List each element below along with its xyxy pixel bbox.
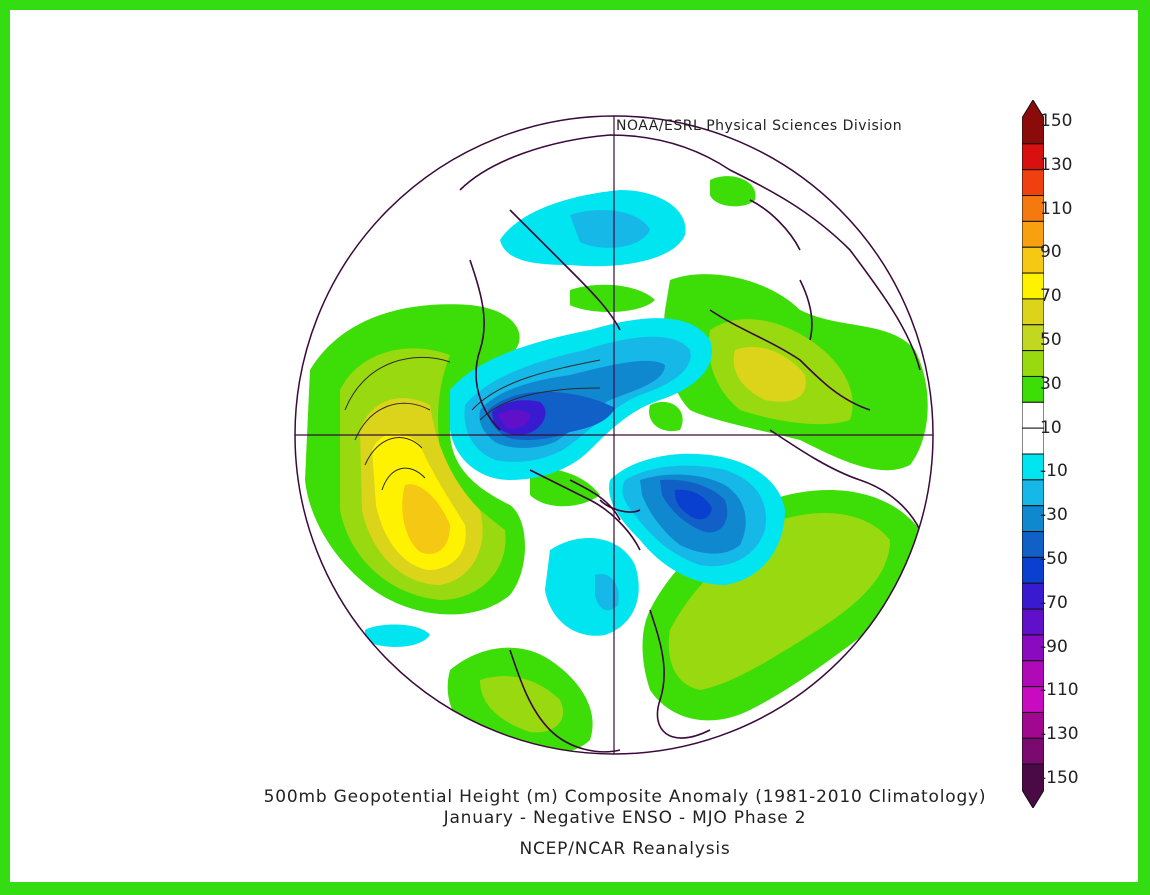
colorbar-tick-label: 130 bbox=[1040, 154, 1073, 175]
colorbar bbox=[1022, 100, 1044, 808]
colorbar-tick-label: -10 bbox=[1040, 461, 1068, 482]
colorbar-tick-label: 150 bbox=[1040, 111, 1073, 131]
colorbar-tick-label: -90 bbox=[1040, 636, 1068, 657]
negative-anomaly-north-america bbox=[450, 318, 712, 480]
colorbar-tick-label: 50 bbox=[1040, 330, 1062, 350]
colorbar-tick-label: 70 bbox=[1040, 286, 1062, 307]
credit-label: NOAA/ESRL Physical Sciences Division bbox=[616, 118, 903, 134]
plot-frame: NOAA/ESRL Physical Sciences Division 500… bbox=[10, 10, 1138, 882]
title-line-1: 500mb Geopotential Height (m) Composite … bbox=[263, 787, 987, 807]
colorbar-tick-label: 90 bbox=[1040, 242, 1062, 263]
colorbar-segment bbox=[1022, 350, 1044, 377]
colorbar-tick-label: -150 bbox=[1040, 768, 1079, 788]
title-line-3: NCEP/NCAR Reanalysis bbox=[519, 839, 731, 859]
colorbar-segment bbox=[1022, 608, 1044, 636]
colorbar-tick-label: 10 bbox=[1040, 417, 1062, 438]
colorbar-tick-label: -110 bbox=[1040, 680, 1079, 701]
colorbar-tick-label: 110 bbox=[1040, 198, 1073, 219]
coastlines bbox=[459, 134, 921, 753]
colorbar-segment bbox=[1022, 479, 1044, 507]
colorbar-tick-label: -70 bbox=[1040, 592, 1068, 613]
title-line-2: January - Negative ENSO - MJO Phase 2 bbox=[443, 808, 807, 828]
colorbar-segment bbox=[1022, 763, 1044, 808]
polar-map bbox=[294, 115, 934, 755]
colorbar-tick-label: 30 bbox=[1040, 373, 1062, 394]
colorbar-tick-label: -50 bbox=[1040, 549, 1068, 569]
colorbar-tick-label: -130 bbox=[1040, 724, 1079, 745]
negative-anomaly-atlantic bbox=[609, 453, 785, 585]
map-boundary bbox=[294, 115, 934, 755]
negative-anomaly-central bbox=[545, 538, 639, 636]
colorbar-tick-label: -30 bbox=[1040, 505, 1068, 526]
positive-anomaly-pacific bbox=[305, 304, 525, 615]
